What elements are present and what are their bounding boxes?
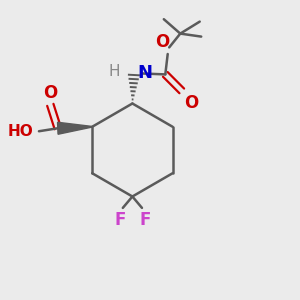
Text: F: F — [114, 211, 125, 229]
Text: HO: HO — [7, 124, 33, 139]
Text: F: F — [139, 211, 151, 229]
Polygon shape — [58, 122, 92, 134]
Text: O: O — [155, 33, 169, 51]
Text: O: O — [184, 94, 198, 112]
Text: H: H — [109, 64, 120, 79]
Text: N: N — [137, 64, 152, 82]
Text: O: O — [43, 85, 57, 103]
